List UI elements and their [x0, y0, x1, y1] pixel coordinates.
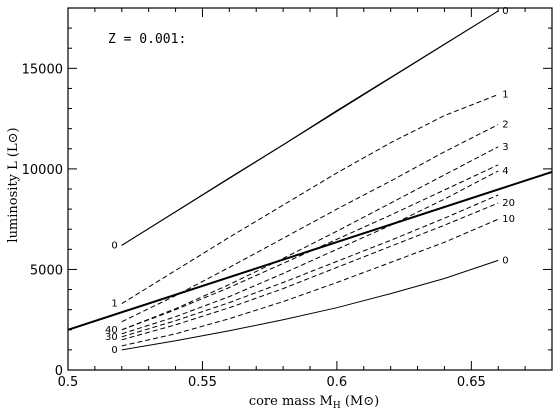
x-axis-label: core mass MH (M⊙): [249, 394, 379, 411]
series-end-label: 10: [502, 214, 515, 225]
series-line-1-2: [121, 94, 499, 305]
series-start-label: 1: [111, 299, 117, 310]
y-tick-label: 10000: [22, 163, 63, 178]
series-line-20-6: [121, 202, 499, 341]
series-line-30-11: [121, 194, 499, 338]
series-start-label: 30: [105, 332, 118, 343]
x-tick-label: 0.5: [58, 375, 79, 390]
series-end-label: 2: [502, 120, 508, 131]
x-tick-label: 0.6: [327, 375, 348, 390]
series-end-label: 0: [502, 255, 508, 266]
series-line-40-10: [121, 164, 499, 331]
series-line-2-3: [121, 124, 499, 323]
series-line-0-8: [121, 259, 499, 351]
plot-area: 0.5 0.55 0.6 0.65 0 5000 10000 15000 0 0 1 1 2 3 4 20 10…: [22, 6, 553, 390]
series-line-3-4: [121, 146, 499, 331]
series-end-label: 4: [502, 166, 508, 177]
series-start-label: 0: [111, 345, 117, 356]
series-line-0-1: [121, 10, 499, 246]
x-tick-label: 0.65: [457, 375, 486, 390]
y-tick-label: 5000: [30, 263, 63, 278]
series-end-label: 20: [502, 198, 515, 209]
x-tick-label: 0.55: [188, 375, 217, 390]
series-start-label: 40: [105, 325, 118, 336]
series-end-label: 1: [502, 89, 508, 100]
series-end-label: 0: [502, 6, 508, 17]
metallicity-annotation: Z = 0.001:: [108, 32, 186, 47]
y-axis-label: luminosity L (L⊙): [6, 127, 21, 242]
y-tick-label: 0: [55, 364, 63, 379]
series-line-10-7: [121, 218, 499, 347]
series-start-label: 0: [111, 240, 117, 251]
y-tick-label: 15000: [22, 62, 63, 77]
series-line-4-5: [121, 170, 499, 335]
series-end-label: 3: [502, 142, 508, 153]
